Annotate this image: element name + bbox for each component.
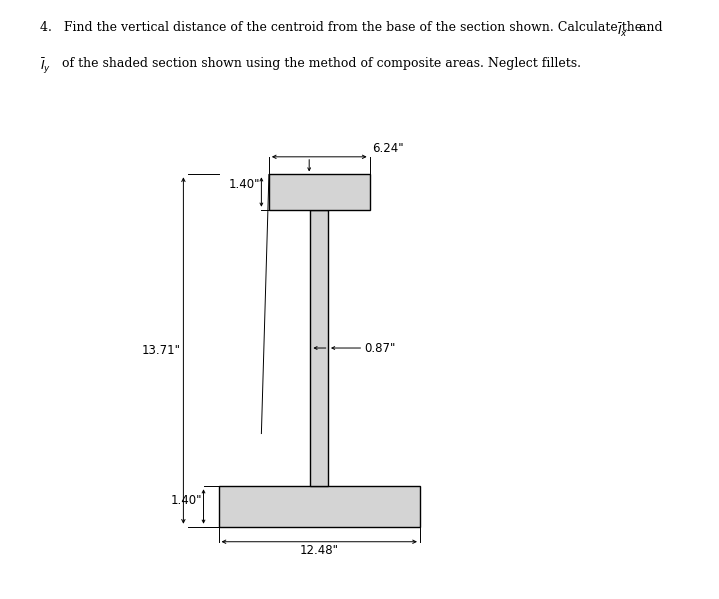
- Text: 13.71": 13.71": [142, 344, 181, 357]
- Text: 1.40": 1.40": [229, 178, 260, 191]
- Text: 1.40": 1.40": [170, 494, 202, 507]
- Text: $\bar{I}_x$: $\bar{I}_x$: [617, 21, 628, 38]
- Text: 12.48": 12.48": [300, 544, 339, 557]
- Text: 4.   Find the vertical distance of the centroid from the base of the section sho: 4. Find the vertical distance of the cen…: [40, 21, 646, 34]
- Text: 0.87": 0.87": [365, 341, 395, 355]
- Text: and: and: [635, 21, 662, 34]
- Text: $\bar{I}_y$: $\bar{I}_y$: [40, 57, 50, 77]
- Bar: [219, 486, 420, 527]
- Bar: [311, 210, 328, 486]
- Bar: [269, 174, 370, 210]
- Text: 6.24": 6.24": [372, 143, 403, 155]
- Text: of the shaded section shown using the method of composite areas. Neglect fillets: of the shaded section shown using the me…: [58, 57, 580, 70]
